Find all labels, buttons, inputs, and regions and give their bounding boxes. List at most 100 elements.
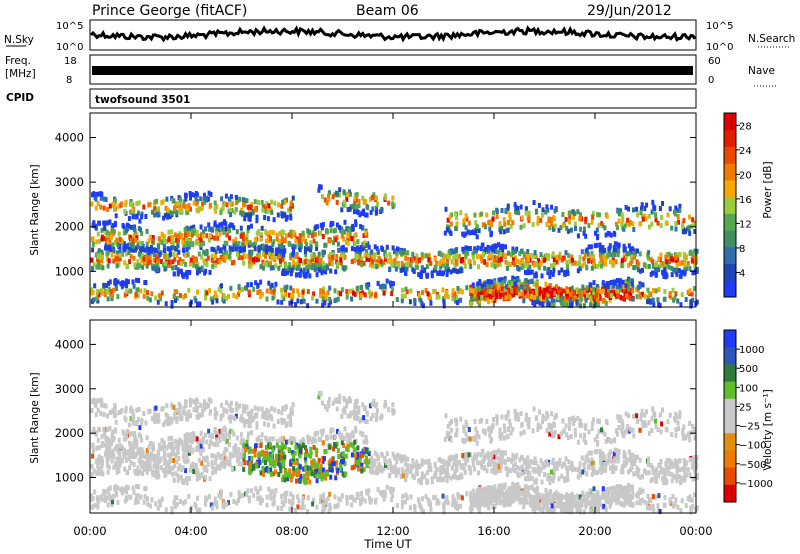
power-cell xyxy=(621,215,625,220)
power-cell xyxy=(438,260,442,266)
velocity-cell xyxy=(578,461,582,467)
velocity-cell xyxy=(215,434,219,440)
power-cell xyxy=(695,256,699,262)
power-cell xyxy=(259,232,263,238)
velocity-cell xyxy=(632,471,636,477)
power-cell xyxy=(131,279,135,285)
velocity-cell xyxy=(452,474,456,480)
power-cell xyxy=(481,222,485,228)
power-cell xyxy=(306,246,310,252)
power-cell xyxy=(126,279,130,285)
power-cell xyxy=(529,252,533,258)
velocity-cell xyxy=(362,467,366,473)
velocity-cell xyxy=(310,439,314,445)
velocity-cell xyxy=(274,457,278,463)
power-cell xyxy=(673,295,677,301)
power-cell xyxy=(667,259,671,264)
velocity-cell xyxy=(365,449,369,455)
power-cell xyxy=(625,251,629,256)
velocity-cell xyxy=(543,472,547,477)
velocity-cell xyxy=(406,463,410,469)
power-cell xyxy=(553,223,557,229)
power-cell xyxy=(185,237,189,243)
power-cell xyxy=(109,288,113,294)
velocity-cell xyxy=(213,428,217,434)
velocity-cell xyxy=(558,457,562,463)
power-cell xyxy=(555,284,558,290)
power-cell xyxy=(604,300,608,306)
power-cell xyxy=(595,227,599,233)
velocity-cell xyxy=(690,457,694,463)
power-cell xyxy=(578,254,582,260)
power-cell xyxy=(137,242,141,248)
power-cell xyxy=(248,289,252,295)
velocity-cell xyxy=(353,439,357,445)
power-colorbar-swatch xyxy=(724,263,736,281)
velocity-cell xyxy=(498,468,502,473)
power-cell xyxy=(601,259,605,265)
power-cell xyxy=(486,288,490,294)
power-cell xyxy=(271,230,275,236)
power-cell xyxy=(219,288,223,294)
power-cell xyxy=(538,300,542,306)
power-cell xyxy=(182,199,186,205)
power-cell xyxy=(321,234,325,239)
power-cell xyxy=(500,277,504,283)
velocity-cell xyxy=(659,469,663,475)
power-cell xyxy=(391,286,395,292)
power-cell xyxy=(290,267,294,273)
power-cell xyxy=(271,242,275,247)
power-cell xyxy=(541,207,545,213)
velocity-cell xyxy=(289,461,293,467)
power-cell xyxy=(415,264,419,270)
power-cell xyxy=(646,287,650,293)
power-cell xyxy=(492,257,496,263)
power-cell xyxy=(479,246,483,252)
power-cell xyxy=(136,293,140,299)
power-cell xyxy=(432,289,436,294)
power-cell xyxy=(167,237,171,243)
velocity-cell xyxy=(280,462,284,468)
velocity-cell xyxy=(197,457,201,463)
power-cell xyxy=(508,290,512,296)
velocity-cell xyxy=(301,443,305,449)
velocity-cell xyxy=(452,461,456,467)
power-cell xyxy=(542,298,546,304)
power-cell xyxy=(426,291,430,297)
power-cell xyxy=(266,209,270,215)
power-cell xyxy=(621,217,625,223)
power-cell xyxy=(360,256,364,262)
power-cell xyxy=(179,268,183,274)
power-cell xyxy=(465,216,469,222)
velocity-cell xyxy=(682,458,686,463)
power-cell xyxy=(103,292,107,297)
power-cell xyxy=(579,296,583,302)
power-cell xyxy=(230,208,234,213)
power-cell xyxy=(674,221,678,226)
power-cell xyxy=(679,273,683,279)
power-cell xyxy=(611,259,615,265)
power-cell xyxy=(223,219,226,225)
velocity-cell xyxy=(289,435,293,441)
power-cell xyxy=(325,200,329,206)
velocity-cell xyxy=(680,466,684,472)
power-cell xyxy=(484,295,487,301)
velocity-cell xyxy=(297,448,301,454)
velocity-cell xyxy=(467,452,471,458)
velocity-cell xyxy=(301,437,305,443)
velocity-cell xyxy=(581,469,585,475)
power-cell xyxy=(445,263,449,269)
power-cell xyxy=(103,225,107,231)
velocity-cell xyxy=(596,470,600,475)
velocity-cell xyxy=(525,458,529,464)
velocity-cell xyxy=(289,419,293,425)
velocity-cell xyxy=(334,475,338,481)
power-cell xyxy=(349,288,352,294)
power-cell xyxy=(180,233,184,239)
power-cell xyxy=(307,260,311,266)
power-cell xyxy=(684,253,688,259)
power-cell xyxy=(102,205,106,211)
power-cell xyxy=(189,257,193,263)
power-cell xyxy=(110,296,114,301)
velocity-cell xyxy=(549,476,553,482)
